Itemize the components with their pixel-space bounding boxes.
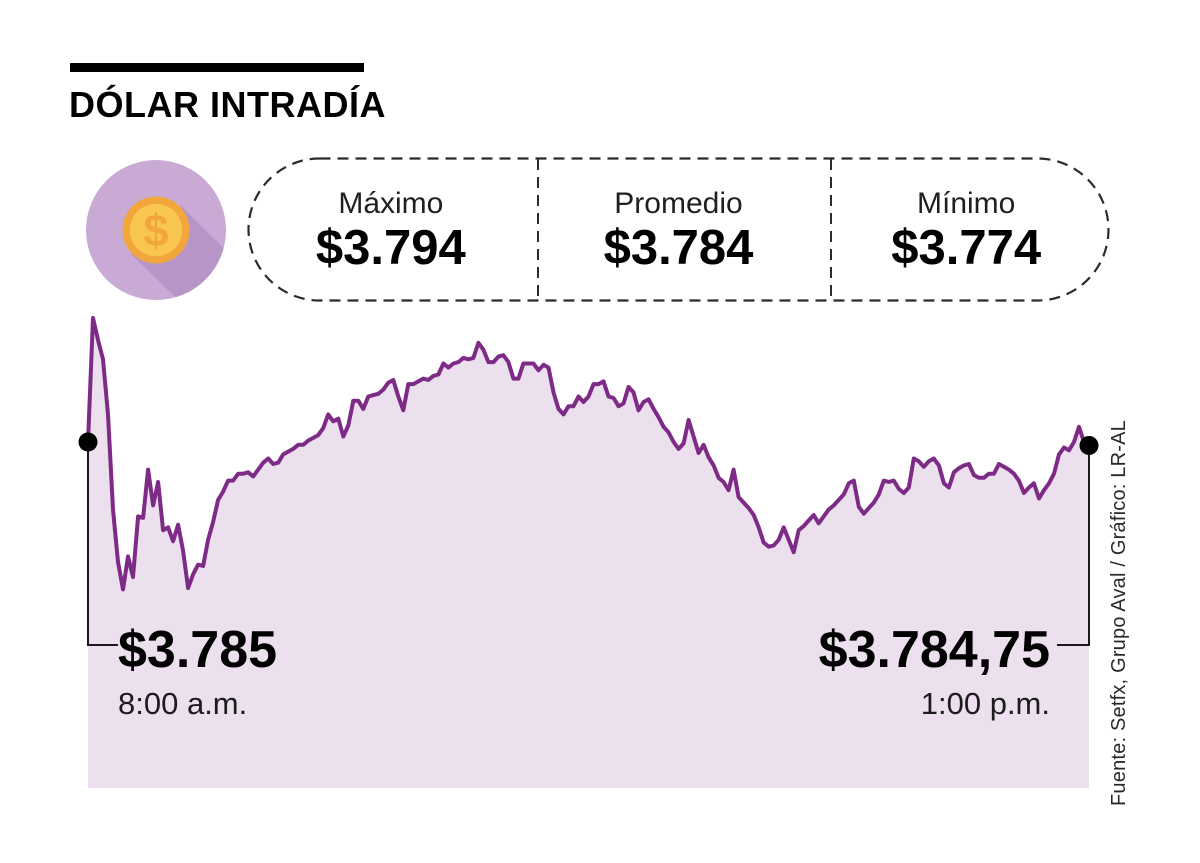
open-connector-line: [87, 442, 118, 646]
stats-dashed-border: [247, 157, 1110, 302]
close-connector-line: [1057, 445, 1090, 646]
stat-maximo-value: $3.794: [315, 221, 466, 276]
stat-maximo-label: Máximo: [338, 186, 444, 220]
open-annotation: $3.785 8:00 a.m.: [118, 624, 277, 719]
open-marker: [78, 432, 98, 452]
close-marker: [1079, 435, 1099, 455]
stat-minimo-value: $3.774: [891, 221, 1042, 276]
dollar-sign-glyph: $: [143, 205, 168, 256]
close-time: 1:00 p.m.: [920, 686, 1050, 721]
stat-minimo: Mínimo $3.774: [822, 157, 1110, 302]
close-price: $3.784,75: [818, 621, 1050, 679]
open-time: 8:00 a.m.: [118, 686, 248, 721]
source-credit: Fuente: Setfx, Grupo Aval / Gráfico: LR-…: [1108, 420, 1130, 806]
coin-face: [129, 203, 183, 257]
close-annotation: $3.784,75 1:00 p.m.: [819, 624, 1050, 719]
stat-promedio: Promedio $3.784: [535, 157, 823, 302]
title-accent-bar: [70, 63, 364, 72]
dollar-coin-icon: $: [85, 159, 227, 301]
stat-minimo-label: Mínimo: [917, 186, 1016, 220]
stat-promedio-label: Promedio: [614, 186, 743, 220]
price-line: [86, 316, 1091, 592]
page-title: DÓLAR INTRADÍA: [69, 84, 386, 125]
stat-promedio-value: $3.784: [603, 221, 754, 276]
stat-maximo: Máximo $3.794: [247, 157, 535, 302]
area-fill: [88, 318, 1089, 788]
stats-strip: Máximo $3.794 Promedio $3.784 Mínimo $3.…: [247, 157, 1110, 302]
open-price: $3.785: [118, 621, 278, 679]
